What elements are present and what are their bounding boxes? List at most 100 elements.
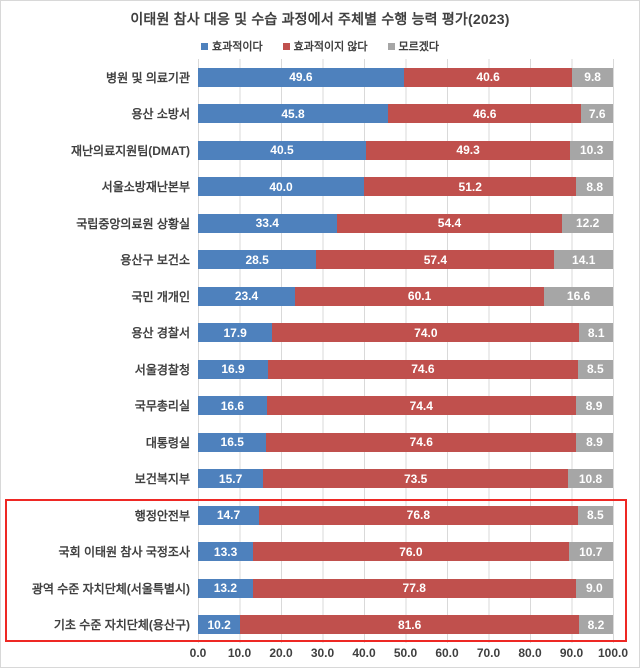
bar-value-label: 76.8 [406,508,431,523]
category-label: 광역 수준 자치단체(서울특별시) [31,581,190,596]
bar-segment: 28.5 [198,250,317,270]
bar-segment: 76.8 [259,505,578,525]
x-axis-tick: 0.0 [189,646,207,660]
bar-segment: 8.1 [579,323,613,343]
category-label: 대통령실 [145,435,190,450]
bar-segment: 33.4 [198,213,337,233]
bar-track: 23.4 60.1 16.6 [198,286,613,306]
legend-item: 효과적이지 않다 [282,38,368,54]
x-axis-tick: 60.0 [435,646,459,660]
bar-value-label: 10.8 [578,471,603,486]
bar-value-label: 73.5 [403,471,428,486]
bar-segment: 17.9 [198,323,273,343]
category-label: 서울경찰청 [134,362,190,377]
bar-value-label: 8.8 [586,179,604,194]
bar-value-label: 16.6 [220,398,245,413]
bar-row: 국립중앙의료원 상황실 33.4 54.4 12.2 [1,205,639,242]
bar-row: 병원 및 의료기관 49.6 40.6 9.8 [1,59,639,96]
bar-segment: 9.0 [575,578,613,598]
bar-value-label: 49.6 [289,70,313,85]
bar-track: 45.8 46.6 7.6 [198,104,613,124]
bar-segment: 14.7 [198,505,259,525]
bar-value-label: 40.5 [270,143,294,158]
category-label: 기초 수준 자치단체(용산구) [53,618,190,633]
bar-segment: 74.0 [272,323,580,343]
legend-item: 효과적이다 [201,38,263,54]
plot-area: 병원 및 의료기관 49.6 40.6 9.8 용산 소방서 45.8 46.6 7.6 재난의… [1,59,639,643]
bar-segment: 16.6 [544,286,613,306]
bar-segment: 74.6 [268,359,578,379]
category-label: 용산 소방서 [131,107,190,122]
bar-track: 33.4 54.4 12.2 [198,213,613,233]
bar-value-label: 33.4 [255,216,279,231]
x-axis-tick: 80.0 [518,646,542,660]
category-label: 국회 이태원 참사 국정조사 [58,545,190,560]
x-axis-tick: 20.0 [269,646,293,660]
bar-track: 14.7 76.8 8.5 [198,505,613,525]
bar-row: 국민 개개인 23.4 60.1 16.6 [1,278,639,315]
bar-segment: 8.9 [576,432,613,452]
bar-segment: 9.8 [572,67,613,87]
bar-track: 10.2 81.6 8.2 [198,615,613,635]
bar-value-label: 8.9 [585,398,603,413]
x-axis-tick: 100.0 [597,646,629,660]
bar-segment: 10.3 [570,140,613,160]
bar-segment: 74.4 [266,396,576,416]
legend-swatch-icon [387,42,395,50]
bar-segment: 8.2 [578,615,613,635]
bar-value-label: 60.1 [407,289,432,304]
legend-swatch-icon [282,42,290,50]
bar-value-label: 15.7 [218,471,243,486]
bar-segment: 40.5 [198,140,366,160]
category-label: 국립중앙의료원 상황실 [76,216,190,231]
bar-segment: 73.5 [263,469,569,489]
bar-value-label: 10.7 [579,544,603,559]
bar-value-label: 14.1 [572,252,596,267]
bar-value-label: 77.8 [402,581,426,596]
bar-value-label: 28.5 [245,252,269,267]
category-label: 보건복지부 [134,472,190,487]
bar-value-label: 17.9 [223,325,247,340]
bar-value-label: 45.8 [281,106,305,121]
bar-value-label: 54.4 [437,216,462,231]
bar-value-label: 46.6 [473,106,497,121]
bar-track: 40.0 51.2 8.8 [198,177,613,197]
bar-value-label: 16.5 [220,435,244,450]
bar-segment: 81.6 [240,615,579,635]
category-label: 용산구 보건소 [120,253,190,268]
bar-value-label: 16.6 [566,289,591,304]
x-axis: 0.0 10.0 20.0 30.0 40.0 50.0 60.0 70.0 80.0 90.0 1… [190,646,628,662]
bar-value-label: 13.3 [213,544,238,559]
bar-row: 재난의료지원팀(DMAT) 40.5 49.3 10.3 [1,132,639,169]
bar-track: 16.6 74.4 8.9 [198,396,613,416]
bar-value-label: 76.0 [399,544,423,559]
bar-value-label: 9.8 [584,70,601,85]
bar-value-label: 81.6 [397,617,422,632]
legend-label: 모르겠다 [398,41,439,53]
bar-row: 국회 이태원 참사 국정조사 13.3 76.0 10.7 [1,534,639,571]
x-axis-tick: 50.0 [393,646,418,660]
bar-segment: 13.3 [198,542,254,562]
bar-row: 국무총리실 16.6 74.4 8.9 [1,388,639,425]
bar-track: 15.7 73.5 10.8 [198,469,613,489]
category-label: 병원 및 의료기관 [106,70,190,85]
bar-segment: 40.0 [198,177,364,197]
bar-value-label: 40.0 [269,179,293,194]
category-label: 국민 개개인 [131,289,190,304]
bar-row: 보건복지부 15.7 73.5 10.8 [1,461,639,498]
bar-segment: 74.6 [266,432,577,452]
bar-value-label: 40.6 [476,70,500,85]
legend-label: 효과적이다 [212,41,263,53]
legend-swatch-icon [201,42,208,50]
bar-value-label: 14.7 [216,508,241,523]
bar-value-label: 49.3 [456,143,480,158]
bar-segment: 7.6 [581,104,613,124]
bar-row: 용산 소방서 45.8 46.6 7.6 [1,96,639,133]
bar-row: 서울경찰청 16.9 74.6 8.5 [1,351,639,388]
bar-segment: 60.1 [295,286,545,306]
chart-title: 이태원 참사 대응 및 수습 과정에서 주체별 수행 능력 평가(2023) [130,11,510,27]
bar-segment: 13.2 [198,578,253,598]
bar-row: 용산 경찰서 17.9 74.0 8.1 [1,315,639,352]
bar-segment: 10.8 [568,469,613,489]
